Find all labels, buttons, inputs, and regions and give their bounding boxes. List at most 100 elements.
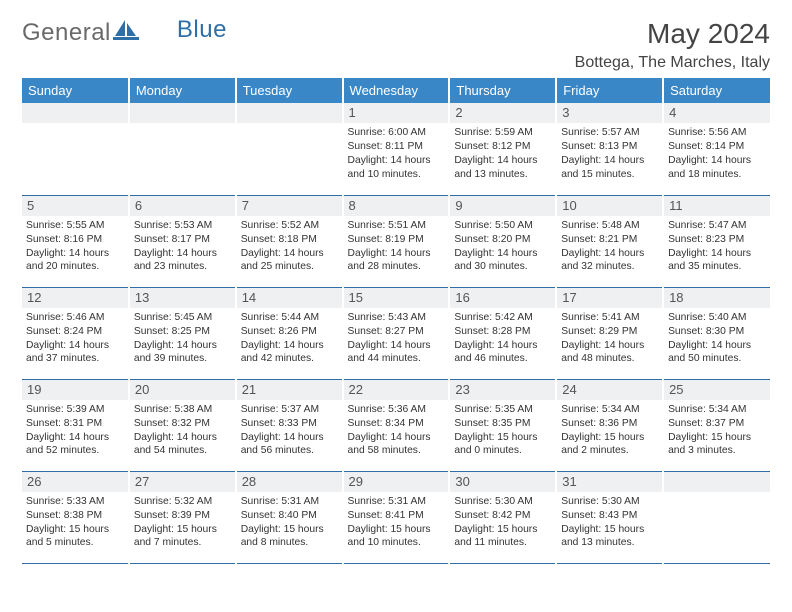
day-details: Sunrise: 5:34 AMSunset: 8:37 PMDaylight:…: [664, 400, 770, 465]
day-number: 25: [664, 380, 770, 400]
month-title: May 2024: [647, 18, 770, 50]
day-details: [237, 123, 342, 181]
day-details: [22, 123, 128, 181]
calendar-cell: 5Sunrise: 5:55 AMSunset: 8:16 PMDaylight…: [22, 195, 129, 287]
day-number: 28: [237, 472, 342, 492]
day-number: [22, 103, 128, 123]
day-details: Sunrise: 5:42 AMSunset: 8:28 PMDaylight:…: [450, 308, 555, 373]
day-number: 4: [664, 103, 770, 123]
day-number: 11: [664, 196, 770, 216]
day-number: 29: [344, 472, 449, 492]
calendar-cell: 17Sunrise: 5:41 AMSunset: 8:29 PMDayligh…: [556, 287, 663, 379]
calendar-cell: 19Sunrise: 5:39 AMSunset: 8:31 PMDayligh…: [22, 379, 129, 471]
calendar-cell: 7Sunrise: 5:52 AMSunset: 8:18 PMDaylight…: [236, 195, 343, 287]
day-details: Sunrise: 5:46 AMSunset: 8:24 PMDaylight:…: [22, 308, 128, 373]
day-number: 30: [450, 472, 555, 492]
day-number: 17: [557, 288, 662, 308]
day-number: 6: [130, 196, 235, 216]
calendar-cell: 22Sunrise: 5:36 AMSunset: 8:34 PMDayligh…: [343, 379, 450, 471]
day-details: Sunrise: 5:45 AMSunset: 8:25 PMDaylight:…: [130, 308, 235, 373]
day-number: 27: [130, 472, 235, 492]
day-number: 3: [557, 103, 662, 123]
day-details: Sunrise: 5:55 AMSunset: 8:16 PMDaylight:…: [22, 216, 128, 281]
dow-wednesday: Wednesday: [343, 78, 450, 103]
calendar-week-row: 19Sunrise: 5:39 AMSunset: 8:31 PMDayligh…: [22, 379, 770, 471]
calendar-cell: 16Sunrise: 5:42 AMSunset: 8:28 PMDayligh…: [449, 287, 556, 379]
day-details: Sunrise: 5:51 AMSunset: 8:19 PMDaylight:…: [344, 216, 449, 281]
day-number: 5: [22, 196, 128, 216]
calendar-week-row: 1Sunrise: 6:00 AMSunset: 8:11 PMDaylight…: [22, 103, 770, 195]
day-details: Sunrise: 5:50 AMSunset: 8:20 PMDaylight:…: [450, 216, 555, 281]
day-number: [130, 103, 235, 123]
calendar-cell: 4Sunrise: 5:56 AMSunset: 8:14 PMDaylight…: [663, 103, 770, 195]
day-details: [130, 123, 235, 181]
day-details: Sunrise: 5:44 AMSunset: 8:26 PMDaylight:…: [237, 308, 342, 373]
day-details: Sunrise: 5:30 AMSunset: 8:43 PMDaylight:…: [557, 492, 662, 557]
day-details: Sunrise: 5:48 AMSunset: 8:21 PMDaylight:…: [557, 216, 662, 281]
day-number: 7: [237, 196, 342, 216]
calendar-week-row: 5Sunrise: 5:55 AMSunset: 8:16 PMDaylight…: [22, 195, 770, 287]
title-block: May 2024: [647, 18, 770, 50]
day-details: Sunrise: 5:38 AMSunset: 8:32 PMDaylight:…: [130, 400, 235, 465]
day-number: 15: [344, 288, 449, 308]
dow-saturday: Saturday: [663, 78, 770, 103]
calendar-cell: 3Sunrise: 5:57 AMSunset: 8:13 PMDaylight…: [556, 103, 663, 195]
day-number: 2: [450, 103, 555, 123]
day-details: [664, 492, 770, 550]
calendar-page: General Blue May 2024 Bottega, The March…: [0, 0, 792, 574]
day-details: Sunrise: 5:41 AMSunset: 8:29 PMDaylight:…: [557, 308, 662, 373]
day-number: 18: [664, 288, 770, 308]
day-details: Sunrise: 5:40 AMSunset: 8:30 PMDaylight:…: [664, 308, 770, 373]
calendar-body: 1Sunrise: 6:00 AMSunset: 8:11 PMDaylight…: [22, 103, 770, 563]
calendar-cell: 28Sunrise: 5:31 AMSunset: 8:40 PMDayligh…: [236, 471, 343, 563]
day-number: 13: [130, 288, 235, 308]
day-number: 16: [450, 288, 555, 308]
calendar-cell: 13Sunrise: 5:45 AMSunset: 8:25 PMDayligh…: [129, 287, 236, 379]
sail-icon: [113, 18, 139, 47]
calendar-cell: 27Sunrise: 5:32 AMSunset: 8:39 PMDayligh…: [129, 471, 236, 563]
day-number: 12: [22, 288, 128, 308]
day-details: Sunrise: 5:31 AMSunset: 8:41 PMDaylight:…: [344, 492, 449, 557]
location-label: Bottega, The Marches, Italy: [22, 54, 770, 72]
calendar-cell: 1Sunrise: 6:00 AMSunset: 8:11 PMDaylight…: [343, 103, 450, 195]
dow-monday: Monday: [129, 78, 236, 103]
brand-logo: General Blue: [22, 18, 227, 47]
calendar-cell: 14Sunrise: 5:44 AMSunset: 8:26 PMDayligh…: [236, 287, 343, 379]
brand-text-1: General: [22, 19, 111, 47]
calendar-cell: [236, 103, 343, 195]
day-details: Sunrise: 5:43 AMSunset: 8:27 PMDaylight:…: [344, 308, 449, 373]
day-details: Sunrise: 5:52 AMSunset: 8:18 PMDaylight:…: [237, 216, 342, 281]
day-number: [664, 472, 770, 492]
calendar-week-row: 12Sunrise: 5:46 AMSunset: 8:24 PMDayligh…: [22, 287, 770, 379]
day-number: 10: [557, 196, 662, 216]
calendar-cell: 26Sunrise: 5:33 AMSunset: 8:38 PMDayligh…: [22, 471, 129, 563]
day-details: Sunrise: 5:31 AMSunset: 8:40 PMDaylight:…: [237, 492, 342, 557]
day-details: Sunrise: 5:59 AMSunset: 8:12 PMDaylight:…: [450, 123, 555, 188]
calendar-cell: 8Sunrise: 5:51 AMSunset: 8:19 PMDaylight…: [343, 195, 450, 287]
calendar-cell: 30Sunrise: 5:30 AMSunset: 8:42 PMDayligh…: [449, 471, 556, 563]
calendar-table: Sunday Monday Tuesday Wednesday Thursday…: [22, 78, 770, 564]
calendar-cell: 25Sunrise: 5:34 AMSunset: 8:37 PMDayligh…: [663, 379, 770, 471]
day-details: Sunrise: 5:47 AMSunset: 8:23 PMDaylight:…: [664, 216, 770, 281]
calendar-cell: [129, 103, 236, 195]
day-details: Sunrise: 5:57 AMSunset: 8:13 PMDaylight:…: [557, 123, 662, 188]
dow-row: Sunday Monday Tuesday Wednesday Thursday…: [22, 78, 770, 103]
calendar-week-row: 26Sunrise: 5:33 AMSunset: 8:38 PMDayligh…: [22, 471, 770, 563]
day-details: Sunrise: 5:32 AMSunset: 8:39 PMDaylight:…: [130, 492, 235, 557]
day-number: 23: [450, 380, 555, 400]
calendar-cell: 23Sunrise: 5:35 AMSunset: 8:35 PMDayligh…: [449, 379, 556, 471]
day-number: 24: [557, 380, 662, 400]
day-number: [237, 103, 342, 123]
calendar-cell: 29Sunrise: 5:31 AMSunset: 8:41 PMDayligh…: [343, 471, 450, 563]
calendar-cell: 21Sunrise: 5:37 AMSunset: 8:33 PMDayligh…: [236, 379, 343, 471]
calendar-cell: 31Sunrise: 5:30 AMSunset: 8:43 PMDayligh…: [556, 471, 663, 563]
calendar-cell: 24Sunrise: 5:34 AMSunset: 8:36 PMDayligh…: [556, 379, 663, 471]
day-number: 26: [22, 472, 128, 492]
brand-text-2: Blue: [177, 16, 227, 44]
day-number: 1: [344, 103, 449, 123]
day-details: Sunrise: 6:00 AMSunset: 8:11 PMDaylight:…: [344, 123, 449, 188]
day-details: Sunrise: 5:39 AMSunset: 8:31 PMDaylight:…: [22, 400, 128, 465]
dow-friday: Friday: [556, 78, 663, 103]
calendar-cell: 15Sunrise: 5:43 AMSunset: 8:27 PMDayligh…: [343, 287, 450, 379]
day-number: 9: [450, 196, 555, 216]
